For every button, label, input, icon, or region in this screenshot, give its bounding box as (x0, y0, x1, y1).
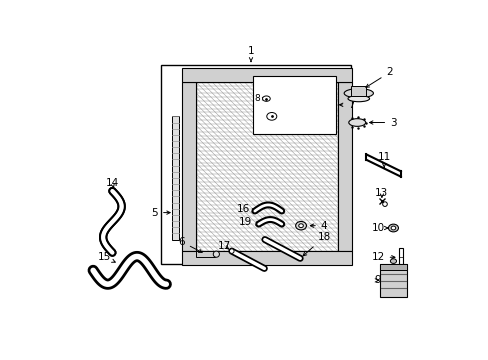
Bar (398, 248, 403, 266)
Text: 17: 17 (217, 241, 230, 251)
Ellipse shape (389, 259, 396, 264)
Ellipse shape (344, 89, 373, 98)
Bar (253, 76, 335, 134)
Text: 19: 19 (239, 217, 259, 227)
Text: 4: 4 (310, 221, 327, 231)
Ellipse shape (387, 224, 398, 232)
Text: 2: 2 (365, 67, 392, 87)
Text: 13: 13 (374, 188, 388, 198)
Text: 11: 11 (377, 152, 390, 168)
Bar (196, 251, 214, 257)
Bar (172, 116, 179, 239)
Ellipse shape (262, 96, 270, 101)
Ellipse shape (390, 226, 395, 230)
Text: 14: 14 (105, 178, 119, 188)
Ellipse shape (213, 251, 219, 257)
Bar (161, 65, 350, 264)
Ellipse shape (229, 249, 234, 253)
Ellipse shape (347, 95, 369, 102)
Bar (379, 264, 407, 297)
Text: 9: 9 (374, 275, 381, 285)
Bar (195, 82, 337, 251)
Ellipse shape (295, 221, 306, 230)
Bar (337, 82, 351, 251)
Text: 6: 6 (178, 237, 202, 252)
Bar (182, 68, 351, 82)
Text: 15: 15 (98, 252, 115, 262)
Bar (379, 264, 407, 270)
Bar (182, 82, 195, 251)
Text: 3: 3 (369, 117, 396, 127)
Text: 5: 5 (151, 208, 170, 217)
Text: 16: 16 (236, 204, 255, 214)
Ellipse shape (348, 119, 365, 126)
Text: 8: 8 (254, 94, 265, 103)
Ellipse shape (382, 202, 386, 206)
Ellipse shape (298, 224, 303, 228)
Text: 10: 10 (371, 223, 387, 233)
Text: 18: 18 (303, 232, 330, 256)
Ellipse shape (266, 112, 276, 120)
Text: 7: 7 (339, 100, 354, 110)
Text: 1: 1 (247, 46, 254, 62)
Bar (182, 251, 351, 265)
Text: 12: 12 (371, 252, 394, 262)
Bar (350, 86, 366, 95)
